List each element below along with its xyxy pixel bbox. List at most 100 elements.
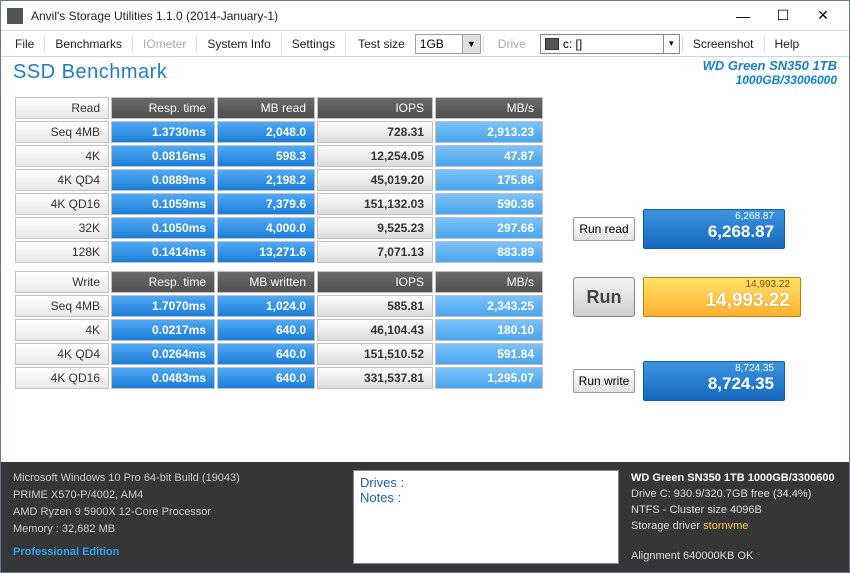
driveinfo-driver-label: Storage driver [631, 520, 703, 532]
table-cell: 640.0 [217, 343, 315, 365]
table-cell: 590.36 [435, 193, 543, 215]
table-cell: 1,295.07 [435, 367, 543, 389]
table-cell: 2,343.25 [435, 295, 543, 317]
test-size-value: 1GB [416, 35, 462, 53]
table-cell: 12,254.05 [317, 145, 433, 167]
menu-settings[interactable]: Settings [284, 34, 343, 54]
sysinfo-mobo: PRIME X570-P/4002, AM4 [13, 487, 341, 504]
menu-benchmarks[interactable]: Benchmarks [47, 34, 130, 54]
read-table: ReadResp. timeMB readIOPSMB/sSeq 4MB1.37… [13, 95, 545, 265]
driveinfo-driver: stornvme [703, 520, 748, 532]
write-score-small: 8,724.35 [652, 364, 774, 374]
footer: Microsoft Windows 10 Pro 64-bit Build (1… [1, 462, 849, 572]
table-cell: 32K [15, 217, 109, 239]
driveinfo-free: Drive C: 930.9/320.7GB free (34.4%) [631, 486, 837, 502]
minimize-button[interactable]: — [723, 2, 763, 30]
run-button[interactable]: Run [573, 277, 635, 317]
table-cell: 640.0 [217, 319, 315, 341]
col-header: Resp. time [111, 271, 215, 293]
menu-help[interactable]: Help [767, 34, 808, 54]
write-score-big: 8,724.35 [652, 374, 774, 394]
table-cell: 9,525.23 [317, 217, 433, 239]
table-cell: Seq 4MB [15, 295, 109, 317]
col-header: IOPS [317, 271, 433, 293]
menubar: File Benchmarks IOmeter System Info Sett… [1, 31, 849, 57]
table-cell: 4K [15, 319, 109, 341]
table-cell: 0.0889ms [111, 169, 215, 191]
sysinfo-edition: Professional Edition [13, 544, 341, 561]
col-header: Write [15, 271, 109, 293]
table-cell: 1.7070ms [111, 295, 215, 317]
col-header: MB/s [435, 97, 543, 119]
table-cell: 7,071.13 [317, 241, 433, 263]
table-cell: 151,510.52 [317, 343, 433, 365]
titlebar-text: Anvil's Storage Utilities 1.1.0 (2014-Ja… [31, 9, 723, 23]
app-window: Anvil's Storage Utilities 1.1.0 (2014-Ja… [0, 0, 850, 573]
maximize-button[interactable]: ☐ [763, 2, 803, 30]
table-cell: 0.0483ms [111, 367, 215, 389]
col-header: Read [15, 97, 109, 119]
table-cell: 0.0264ms [111, 343, 215, 365]
drive-icon [545, 38, 559, 50]
drive-info: WD Green SN350 1TB 1000GB/3300600 Drive … [631, 470, 837, 564]
header: SSD Benchmark WD Green SN350 1TB 1000GB/… [1, 57, 849, 87]
table-row: 4K QD160.1059ms7,379.6151,132.03590.36 [15, 193, 543, 215]
table-cell: 331,537.81 [317, 367, 433, 389]
drive-select[interactable]: c: [] ▾ [540, 34, 680, 54]
chevron-down-icon[interactable]: ▼ [462, 35, 480, 53]
run-read-button[interactable]: Run read [573, 217, 635, 241]
table-row: 4K QD40.0264ms640.0151,510.52591.84 [15, 343, 543, 365]
table-cell: 883.89 [435, 241, 543, 263]
sysinfo-os: Microsoft Windows 10 Pro 64-bit Build (1… [13, 470, 341, 487]
test-size-select[interactable]: 1GB ▼ [415, 34, 481, 54]
table-cell: 128K [15, 241, 109, 263]
run-write-button[interactable]: Run write [573, 369, 635, 393]
table-cell: 0.0217ms [111, 319, 215, 341]
table-cell: 2,198.2 [217, 169, 315, 191]
drive-label: Drive [490, 34, 534, 54]
page-title: SSD Benchmark [13, 61, 167, 84]
header-capacity: 1000GB/33006000 [703, 73, 837, 87]
write-score: 8,724.35 8,724.35 [643, 361, 785, 401]
close-button[interactable]: ✕ [803, 2, 843, 30]
menu-screenshot[interactable]: Screenshot [685, 34, 762, 54]
table-cell: 0.1414ms [111, 241, 215, 263]
col-header: MB written [217, 271, 315, 293]
table-cell: 13,271.6 [217, 241, 315, 263]
driveinfo-fs: NTFS - Cluster size 4096B [631, 502, 837, 518]
sysinfo-cpu: AMD Ryzen 9 5900X 12-Core Processor [13, 504, 341, 521]
total-score: 14,993.22 14,993.22 [643, 277, 801, 317]
sysinfo-memory: Memory : 32,682 MB [13, 521, 341, 538]
menu-iometer[interactable]: IOmeter [135, 34, 194, 54]
table-cell: 598.3 [217, 145, 315, 167]
notes-drives: Drives : [360, 475, 612, 490]
write-table: WriteResp. timeMB writtenIOPSMB/s Seq 4MB… [13, 269, 545, 391]
table-cell: 45,019.20 [317, 169, 433, 191]
table-cell: 7,379.6 [217, 193, 315, 215]
menu-system-info[interactable]: System Info [199, 34, 278, 54]
titlebar: Anvil's Storage Utilities 1.1.0 (2014-Ja… [1, 1, 849, 31]
table-cell: 297.66 [435, 217, 543, 239]
drive-value: c: [] [563, 37, 582, 51]
table-cell: 46,104.43 [317, 319, 433, 341]
notes-box[interactable]: Drives : Notes : [353, 470, 619, 564]
table-cell: 4K QD16 [15, 367, 109, 389]
table-cell: 0.1050ms [111, 217, 215, 239]
table-row: 4K QD160.0483ms640.0331,537.811,295.07 [15, 367, 543, 389]
menu-file[interactable]: File [7, 34, 42, 54]
app-icon [7, 8, 23, 24]
notes-notes: Notes : [360, 490, 612, 505]
total-score-big: 14,993.22 [652, 290, 790, 312]
table-cell: 4K QD16 [15, 193, 109, 215]
col-header: IOPS [317, 97, 433, 119]
table-row: Seq 4MB1.3730ms2,048.0728.312,913.23 [15, 121, 543, 143]
col-header: MB/s [435, 271, 543, 293]
content: ReadResp. timeMB readIOPSMB/sSeq 4MB1.37… [1, 87, 849, 462]
table-cell: 47.87 [435, 145, 543, 167]
system-info: Microsoft Windows 10 Pro 64-bit Build (1… [13, 470, 341, 564]
chevron-down-icon[interactable]: ▾ [663, 35, 679, 53]
table-row: 4K0.0217ms640.046,104.43180.10 [15, 319, 543, 341]
read-score-small: 6,268.87 [652, 212, 774, 222]
col-header: Resp. time [111, 97, 215, 119]
table-row: 4K0.0816ms598.312,254.0547.87 [15, 145, 543, 167]
